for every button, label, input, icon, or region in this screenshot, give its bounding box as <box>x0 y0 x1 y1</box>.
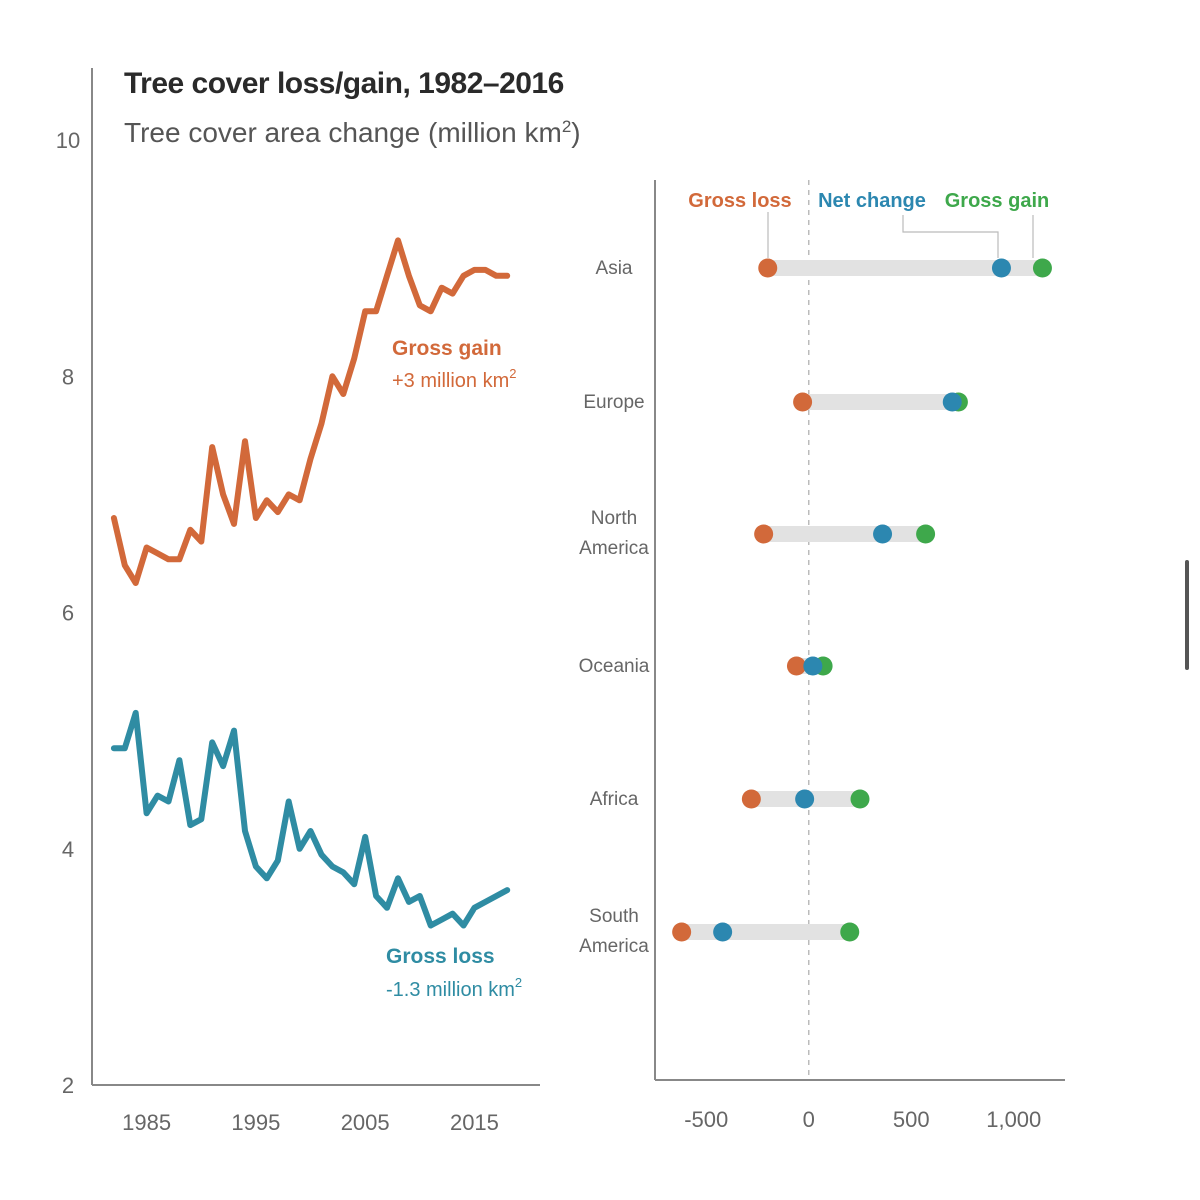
right-x-tick-label: 1,000 <box>986 1107 1041 1132</box>
left-x-tick-label: 2005 <box>341 1110 390 1135</box>
gain-series-label: Gross gain <box>392 337 502 360</box>
category-label: Asia <box>596 258 633 279</box>
gain-series-annotation: +3 million km2 <box>392 366 517 392</box>
net-change-dot <box>873 524 893 544</box>
net-change-dot <box>803 656 823 676</box>
category-label: Europe <box>583 392 644 413</box>
legend-leader-net <box>902 215 999 258</box>
right-dot-rows <box>672 258 1052 942</box>
category-label: Africa <box>590 789 639 810</box>
left-x-tick-label: 2015 <box>450 1110 499 1135</box>
gross-loss-dot <box>758 258 778 278</box>
left-y-tick-label: 6 <box>62 601 74 626</box>
gross-loss-line <box>110 709 511 929</box>
right-x-ticks: -500 0 500 1,000 <box>684 1107 1041 1132</box>
right-category-labels: Asia Europe North America Oceania Africa South… <box>579 258 650 957</box>
loss-series-annotation: -1.3 million km2 <box>386 975 522 1001</box>
left-y-tick-label: 2 <box>62 1073 74 1098</box>
right-x-tick-label: 0 <box>803 1107 815 1132</box>
loss-series-label: Gross loss <box>386 945 495 968</box>
category-label: Oceania <box>579 656 650 677</box>
left-y-tick-label: 8 <box>62 364 74 389</box>
left-x-tick-label: 1985 <box>122 1110 171 1135</box>
gross-loss-dot <box>754 524 774 544</box>
category-label: North America <box>579 508 649 559</box>
net-change-dot <box>713 922 733 942</box>
chart-title: Tree cover loss/gain, 1982–2016 <box>124 67 564 100</box>
left-y-ticks: 2 4 6 8 10 <box>56 128 80 1098</box>
chart-subtitle: Tree cover area change (million km2) <box>124 117 581 148</box>
gross-loss-dot <box>793 392 813 412</box>
gross-loss-dot <box>741 789 761 809</box>
left-x-tick-label: 1995 <box>231 1110 280 1135</box>
right-x-tick-label: -500 <box>684 1107 728 1132</box>
left-series-lines <box>110 237 511 929</box>
gross-gain-dot <box>1032 258 1052 278</box>
gross-gain-dot <box>916 524 936 544</box>
left-y-tick-label: 4 <box>62 837 74 862</box>
legend-gross-gain: Gross gain <box>945 190 1049 212</box>
gross-gain-line <box>110 237 511 586</box>
net-change-dot <box>991 258 1011 278</box>
gross-gain-dot <box>850 789 870 809</box>
legend-gross-loss: Gross loss <box>688 190 791 212</box>
right-x-tick-label: 500 <box>893 1107 930 1132</box>
gross-gain-dot <box>840 922 860 942</box>
net-change-dot <box>942 392 962 412</box>
gross-loss-dot <box>786 656 806 676</box>
category-label: South America <box>579 906 649 957</box>
gross-loss-dot <box>672 922 692 942</box>
left-x-ticks: 1985 1995 2005 2015 <box>122 1110 499 1135</box>
vertical-scrollbar[interactable] <box>1185 560 1189 670</box>
net-change-dot <box>795 789 815 809</box>
legend-net-change: Net change <box>818 190 926 212</box>
left-y-tick-label: 10 <box>56 128 80 153</box>
